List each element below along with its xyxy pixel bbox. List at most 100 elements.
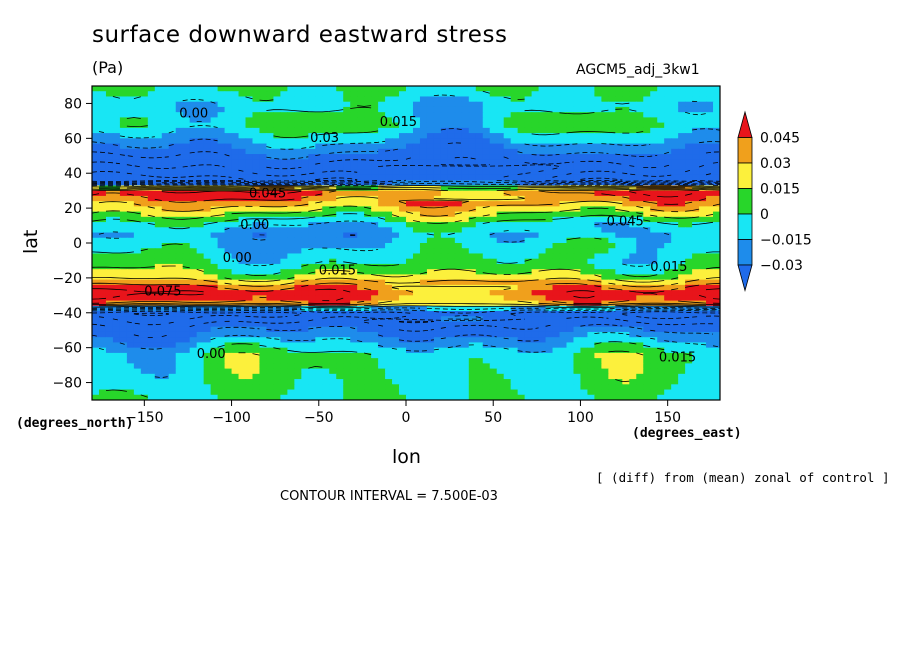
field-cell bbox=[112, 112, 121, 118]
field-cell bbox=[440, 352, 449, 359]
field-cell bbox=[336, 337, 344, 344]
field-cell bbox=[657, 138, 665, 145]
field-cell bbox=[636, 112, 644, 118]
field-cell bbox=[259, 201, 268, 207]
field-cell bbox=[294, 368, 302, 375]
field-cell bbox=[364, 112, 372, 118]
field-cell bbox=[608, 122, 616, 129]
field-cell bbox=[378, 159, 386, 166]
field-cell bbox=[636, 274, 644, 281]
field-cell bbox=[189, 143, 198, 150]
field-cell bbox=[406, 180, 414, 187]
field-cell bbox=[343, 112, 351, 118]
field-cell bbox=[280, 326, 288, 333]
field-cell bbox=[224, 206, 233, 213]
field-cell bbox=[224, 316, 233, 323]
field-cell bbox=[112, 311, 121, 317]
field-cell bbox=[685, 117, 693, 124]
field-cell bbox=[468, 148, 477, 155]
field-cell bbox=[364, 127, 372, 134]
field-cell bbox=[622, 169, 630, 176]
field-cell bbox=[203, 258, 212, 265]
field-cell bbox=[280, 96, 288, 103]
field-cell bbox=[468, 101, 477, 108]
field-cell bbox=[615, 96, 623, 103]
field-cell bbox=[210, 321, 219, 328]
field-cell bbox=[245, 279, 254, 286]
field-cell bbox=[301, 347, 309, 354]
field-cell bbox=[664, 253, 672, 260]
field-cell bbox=[692, 91, 700, 98]
field-cell bbox=[399, 159, 407, 166]
field-cell bbox=[140, 154, 149, 160]
field-cell bbox=[196, 227, 205, 234]
field-cell bbox=[699, 279, 707, 286]
field-cell bbox=[175, 127, 184, 134]
field-cell bbox=[378, 311, 386, 317]
field-cell bbox=[650, 133, 658, 139]
field-cell bbox=[566, 295, 575, 302]
field-cell bbox=[706, 227, 714, 234]
field-cell bbox=[294, 358, 302, 364]
field-cell bbox=[378, 253, 386, 260]
field-cell bbox=[399, 248, 407, 255]
field-cell bbox=[92, 216, 100, 223]
field-cell bbox=[133, 127, 142, 134]
field-cell bbox=[440, 284, 449, 291]
field-cell bbox=[371, 133, 379, 139]
field-cell bbox=[580, 363, 589, 370]
field-cell bbox=[685, 86, 693, 92]
field-cell bbox=[475, 138, 484, 145]
field-cell bbox=[378, 211, 386, 218]
field-cell bbox=[217, 127, 226, 134]
field-cell bbox=[608, 164, 616, 171]
field-cell bbox=[119, 112, 128, 118]
field-cell bbox=[496, 363, 505, 370]
field-cell bbox=[496, 222, 505, 228]
field-cell bbox=[329, 316, 337, 323]
field-cell bbox=[322, 216, 330, 223]
field-cell bbox=[189, 106, 198, 113]
field-cell bbox=[538, 127, 547, 134]
field-cell bbox=[678, 201, 686, 207]
field-cell bbox=[692, 232, 700, 239]
field-cell bbox=[615, 253, 623, 260]
field-cell bbox=[671, 295, 679, 302]
field-cell bbox=[301, 342, 309, 349]
field-cell bbox=[98, 133, 107, 139]
field-cell bbox=[475, 159, 484, 166]
field-cell bbox=[238, 237, 247, 244]
field-cell bbox=[357, 211, 365, 218]
field-cell bbox=[545, 331, 554, 338]
field-cell bbox=[231, 154, 240, 160]
field-cell bbox=[92, 248, 100, 255]
field-cell bbox=[468, 216, 477, 223]
field-cell bbox=[587, 169, 595, 176]
field-cell bbox=[280, 185, 288, 192]
field-cell bbox=[440, 201, 449, 207]
field-cell bbox=[608, 326, 616, 333]
field-cell bbox=[322, 211, 330, 218]
field-cell bbox=[322, 373, 330, 380]
field-cell bbox=[489, 148, 498, 155]
field-cell bbox=[161, 269, 170, 275]
field-cell bbox=[301, 127, 309, 134]
field-cell bbox=[580, 311, 589, 317]
field-cell bbox=[203, 190, 212, 197]
field-cell bbox=[399, 164, 407, 171]
field-cell bbox=[168, 216, 177, 223]
field-cell bbox=[350, 316, 358, 323]
field-cell bbox=[385, 86, 393, 92]
field-cell bbox=[685, 227, 693, 234]
field-cell bbox=[482, 331, 491, 338]
field-cell bbox=[301, 305, 309, 312]
field-cell bbox=[308, 96, 316, 103]
field-cell bbox=[266, 96, 275, 103]
field-cell bbox=[329, 227, 337, 234]
field-cell bbox=[699, 284, 707, 291]
field-cell bbox=[294, 290, 302, 296]
field-cell bbox=[154, 232, 163, 239]
field-cell bbox=[496, 311, 505, 317]
field-cell bbox=[496, 195, 505, 202]
field-cell bbox=[496, 300, 505, 307]
